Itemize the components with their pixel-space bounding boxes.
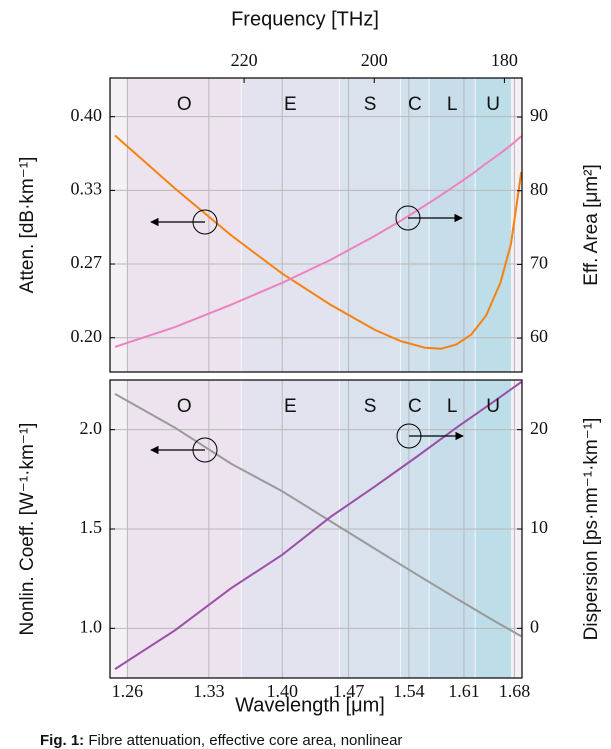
y-tick-label: 0.40 <box>71 105 103 125</box>
band-label: U <box>486 396 500 417</box>
y-tick-label: 1.0 <box>80 616 103 636</box>
band-label: L <box>447 396 458 417</box>
y2-tick-label: 70 <box>530 253 548 273</box>
x-tick-label: 1.68 <box>499 681 531 701</box>
y2-tick-label: 20 <box>530 418 548 438</box>
x2-label: Frequency [THz] <box>231 8 379 30</box>
band-label: U <box>486 94 500 115</box>
x-tick-label: 1.26 <box>112 681 144 701</box>
plot-frame <box>109 77 523 373</box>
series-line <box>114 381 522 670</box>
plot-frame <box>109 379 523 679</box>
band <box>241 78 340 372</box>
series-line <box>114 393 522 638</box>
series-line <box>114 135 522 348</box>
x-tick-label: 1.54 <box>393 681 425 701</box>
x-tick-label: 1.61 <box>448 681 480 701</box>
band-label: E <box>284 396 297 417</box>
band-label: C <box>408 94 422 115</box>
caption-label: Fig. 1: <box>40 732 84 749</box>
y2-tick-label: 80 <box>530 179 548 199</box>
caption: Fig. 1: Fibre attenuation, effective cor… <box>40 732 402 749</box>
x2-tick-label: 200 <box>361 50 388 70</box>
band-label: L <box>447 94 458 115</box>
band-label: O <box>177 94 192 115</box>
y-tick-label: 0.33 <box>71 179 103 199</box>
y2-tick-label: 90 <box>530 105 548 125</box>
band <box>400 78 430 372</box>
band <box>127 78 242 372</box>
y-tick-label: 0.27 <box>71 252 103 272</box>
band-label: S <box>364 94 377 115</box>
y-tick-label: 1.5 <box>80 517 103 537</box>
band <box>475 78 511 372</box>
y2-tick-label: 10 <box>530 517 548 537</box>
plot-area <box>110 78 522 372</box>
band-label: E <box>284 94 297 115</box>
y2-label: Dispersion [ps·nm⁻¹·km⁻¹] <box>581 418 602 641</box>
band-label: O <box>177 396 192 417</box>
x-tick-label: 1.47 <box>333 681 365 701</box>
y-tick-label: 0.20 <box>71 326 103 346</box>
y-label: Nonlin. Coeff. [W⁻¹·km⁻¹] <box>17 423 38 636</box>
band-label: C <box>408 396 422 417</box>
x2-tick-label: 180 <box>491 50 518 70</box>
y-label: Atten. [dB·km⁻¹] <box>17 157 38 294</box>
plot-area <box>110 380 522 678</box>
x-label: Wavelength [μm] <box>235 694 385 716</box>
x-tick-label: 1.33 <box>193 681 225 701</box>
y-tick-label: 2.0 <box>80 418 103 438</box>
band <box>429 78 476 372</box>
band <box>339 78 401 372</box>
y2-tick-label: 60 <box>530 326 548 346</box>
y2-tick-label: 0 <box>530 616 539 636</box>
band-label: S <box>364 396 377 417</box>
x2-tick-label: 220 <box>231 50 258 70</box>
caption-text: Fibre attenuation, effective core area, … <box>88 732 402 749</box>
series-line <box>114 134 522 350</box>
y2-label: Eff. Area [μm²] <box>581 164 602 285</box>
x-tick-label: 1.40 <box>266 681 298 701</box>
